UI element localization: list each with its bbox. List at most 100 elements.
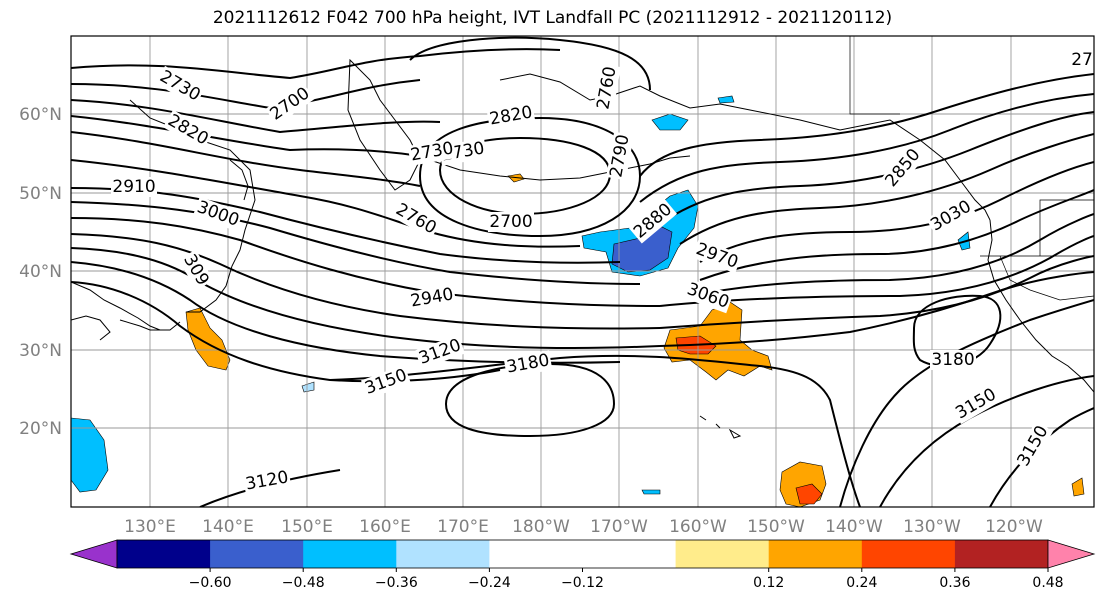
contour-label-text: 2820	[488, 102, 534, 129]
longitude-axis: 130°E 140°E 150°E 160°E 170°E 180°W 170°…	[124, 517, 1043, 537]
contour-label-background	[265, 82, 315, 126]
map-frame	[70, 35, 1095, 508]
colorbar-cell	[303, 540, 397, 568]
colorbar-cell	[954, 540, 1049, 568]
lat-label: 40°N	[19, 262, 62, 282]
contour-label-background	[360, 364, 412, 400]
contour-label-text: 3150	[952, 385, 999, 424]
contour-label-text: 3150	[1014, 422, 1053, 469]
lon-label: 150°W	[747, 517, 805, 537]
contour-label-text: 3150	[362, 365, 409, 399]
contour-label: 3180	[930, 350, 976, 370]
high-3180-east	[912, 294, 1002, 367]
height-contours	[71, 36, 1094, 507]
contour-label-background	[391, 198, 441, 240]
contour-label-background	[414, 334, 466, 370]
high-3180-central	[444, 362, 616, 438]
colorbar-tick-label: −0.60	[189, 575, 232, 591]
contour-label: 3150	[1012, 421, 1054, 471]
contour-label-background	[178, 249, 214, 291]
contour-3150-loop	[329, 354, 861, 507]
contour-label-text: 2790	[606, 133, 633, 179]
colorbar-tick-label: −0.36	[375, 575, 418, 591]
map-plot-area: 2730 270028202910300030927602730270028202…	[71, 36, 1094, 507]
lat-label: 50°N	[19, 184, 62, 204]
contour-label-text: 3060	[684, 279, 731, 313]
contour-label-background	[628, 198, 678, 244]
contour-label-background	[880, 143, 926, 193]
colorbar-cell	[675, 540, 770, 568]
contour-label-background	[486, 102, 536, 130]
lat-label: 60°N	[19, 105, 62, 125]
colorbar-cell	[396, 540, 490, 568]
contour-label: 3030	[926, 195, 976, 237]
map-title: 2021112612 F042 700 hPa height, IVT Land…	[212, 8, 893, 28]
contour-label-background	[691, 238, 743, 274]
contour-label: 2820	[163, 109, 213, 151]
contour-label-text: 2970	[693, 239, 740, 273]
colorbar-tick-label: 0.24	[846, 575, 877, 591]
contour-label-background	[163, 109, 213, 151]
contour-label-background	[930, 350, 976, 370]
contour-label-background	[593, 63, 621, 113]
negative-anomaly-tiny1	[301, 381, 315, 393]
colorbar: −0.60 −0.48 −0.36 −0.24 −0.12 0.12 0.24 0.36 0.4…	[69, 539, 1096, 591]
lon-label: 150°E	[281, 517, 333, 537]
contour-label-background	[192, 196, 244, 232]
colorbar-tick-label: 0.48	[1032, 575, 1063, 591]
contour-label-text: 3180	[505, 350, 551, 377]
alaska-coast	[499, 73, 991, 221]
kamchatka-coast	[347, 58, 421, 191]
colorbar-max-extension	[1047, 539, 1096, 569]
contour-label-background	[503, 350, 553, 378]
negative-anomaly-alaska	[651, 113, 689, 131]
contour-label: 2700	[488, 212, 534, 232]
lat-label: 20°N	[19, 419, 62, 439]
negative-anomaly-small	[717, 95, 735, 104]
aleutians	[429, 155, 691, 181]
contour-label-text: 2910	[112, 177, 155, 197]
contour-label-background	[926, 195, 976, 237]
gridlines	[71, 36, 1094, 507]
contour-label: 2760	[391, 198, 441, 240]
contour-label-background	[155, 65, 205, 107]
colorbar-cell	[117, 540, 211, 568]
colorbar-cell	[861, 540, 956, 568]
colorbar-min-extension	[69, 539, 118, 569]
contour-label-background	[407, 284, 457, 312]
contour-label: 2970	[691, 238, 743, 274]
japan-islands	[119, 159, 249, 331]
contour-label: 3150	[360, 364, 412, 400]
lat-label: 30°N	[19, 341, 62, 361]
contour-label-background	[951, 383, 1001, 425]
lon-label: 170°E	[437, 517, 489, 537]
contour-label-background	[407, 138, 457, 166]
negative-anomaly-philippines	[71, 417, 109, 493]
lon-label: 180°W	[512, 517, 570, 537]
contour-label-background	[1069, 50, 1094, 70]
lon-label: 160°W	[669, 517, 727, 537]
contour-label-background	[111, 177, 157, 197]
lon-label: 170°W	[590, 517, 648, 537]
colorbar-tick-label: −0.48	[282, 575, 325, 591]
contour-label: 3060	[682, 278, 734, 314]
lon-label: 120°W	[985, 517, 1043, 537]
contour-label: 2730	[155, 65, 205, 107]
contour-label: 3120	[242, 467, 292, 495]
colorbar-cell	[768, 540, 863, 568]
contour-label-background	[682, 278, 734, 314]
contour-label-background	[488, 212, 534, 232]
positive-anomaly-coast	[1071, 477, 1085, 497]
latitude-axis: 60°N 50°N 40°N 30°N 20°N	[19, 105, 62, 439]
contour-label: 2760	[593, 63, 621, 113]
contour-label-text: 2760	[593, 65, 620, 111]
lon-label: 130°W	[903, 517, 961, 537]
contour-label-text: 3120	[244, 467, 290, 494]
contour-label: 3150	[951, 383, 1001, 425]
contour-label-text: 2700	[489, 212, 532, 232]
strong-positive-anomaly-south	[795, 483, 823, 505]
colorbar-cell	[210, 540, 304, 568]
colorbar-cell	[489, 540, 583, 568]
north-america-coast	[987, 219, 1094, 393]
